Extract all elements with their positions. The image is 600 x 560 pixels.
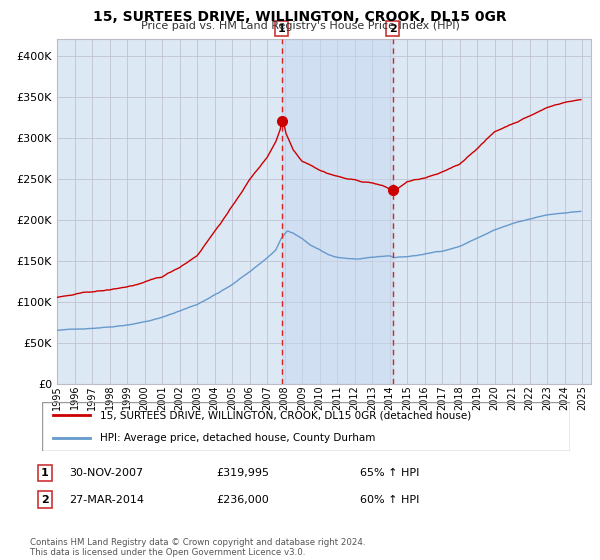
Bar	[281, 39, 392, 384]
Text: £319,995: £319,995	[216, 468, 269, 478]
Text: Contains HM Land Registry data © Crown copyright and database right 2024.
This d: Contains HM Land Registry data © Crown c…	[30, 538, 365, 557]
Text: HPI: Average price, detached house, County Durham: HPI: Average price, detached house, Coun…	[100, 433, 376, 443]
Text: £236,000: £236,000	[216, 494, 269, 505]
Text: 2: 2	[41, 494, 49, 505]
Text: 65% ↑ HPI: 65% ↑ HPI	[360, 468, 419, 478]
Text: 60% ↑ HPI: 60% ↑ HPI	[360, 494, 419, 505]
Text: 1: 1	[41, 468, 49, 478]
Text: 30-NOV-2007: 30-NOV-2007	[69, 468, 143, 478]
Text: 15, SURTEES DRIVE, WILLINGTON, CROOK, DL15 0GR (detached house): 15, SURTEES DRIVE, WILLINGTON, CROOK, DL…	[100, 410, 472, 421]
Text: Price paid vs. HM Land Registry's House Price Index (HPI): Price paid vs. HM Land Registry's House …	[140, 21, 460, 31]
Text: 2: 2	[389, 24, 397, 34]
Text: 1: 1	[278, 24, 286, 34]
Text: 15, SURTEES DRIVE, WILLINGTON, CROOK, DL15 0GR: 15, SURTEES DRIVE, WILLINGTON, CROOK, DL…	[93, 10, 507, 24]
Text: 27-MAR-2014: 27-MAR-2014	[69, 494, 144, 505]
